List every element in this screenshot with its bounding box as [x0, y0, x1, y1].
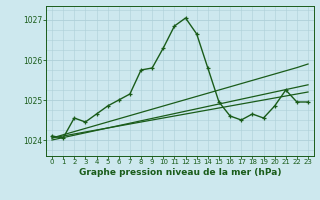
X-axis label: Graphe pression niveau de la mer (hPa): Graphe pression niveau de la mer (hPa) — [79, 168, 281, 177]
